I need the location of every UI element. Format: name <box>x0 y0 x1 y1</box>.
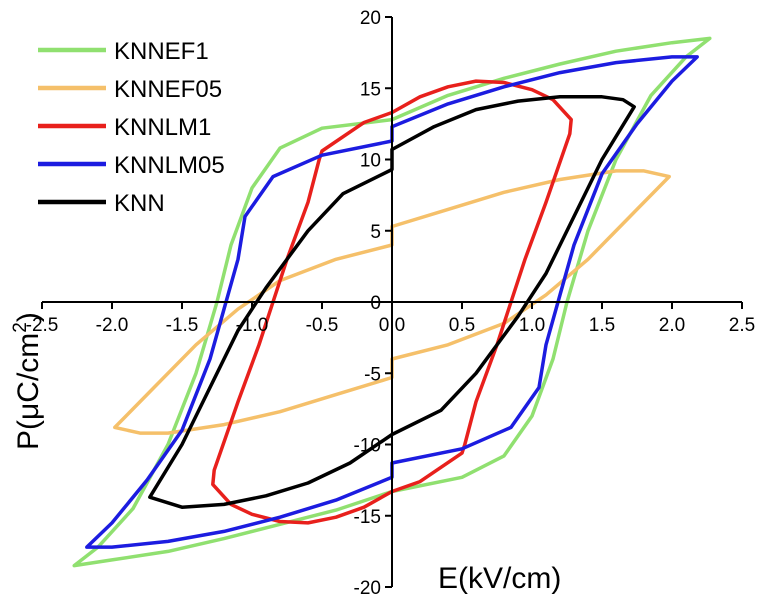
legend-label-knnef05: KNNEF05 <box>114 76 222 103</box>
legend: KNNEF1 KNNEF05 KNNLM1 KNNLM05 KNN <box>38 38 225 217</box>
x-tick-label: -1.0 <box>236 315 269 336</box>
y-axis-title-part-1: P( <box>12 420 45 450</box>
y-axis-title-part-5: ) <box>12 312 45 322</box>
axes-group: -2.5 -2.0 -1.5 -1.0 -0.5 0.0 0.5 1.0 1.5 2.0 2.5 -2… <box>26 8 756 599</box>
x-tick-label: 0.5 <box>449 315 475 336</box>
y-tick-label: 15 <box>360 79 381 100</box>
y-axis-title: P(μC/cm2) <box>10 312 45 450</box>
y-tick-label: 5 <box>370 222 381 243</box>
x-tick-label: 2.5 <box>729 315 755 336</box>
legend-label-knnlm05: KNNLM05 <box>114 152 225 179</box>
y-tick-label: -5 <box>364 364 381 385</box>
x-tick-label: 1.0 <box>519 315 545 336</box>
x-tick-label: -1.5 <box>166 315 199 336</box>
x-axis-title: E(kV/cm) <box>438 562 561 595</box>
y-tick-label: -20 <box>354 578 381 599</box>
x-tick-label: 0.0 <box>379 315 405 336</box>
y-axis-title-superscript: 2 <box>10 322 31 333</box>
x-tick-label: -0.5 <box>306 315 339 336</box>
y-axis-title-part-2: μ <box>12 403 45 420</box>
y-axis-title-part-3: C/cm <box>12 333 45 403</box>
x-tick-label: -2.0 <box>96 315 129 336</box>
x-tick-label: -2.5 <box>26 315 59 336</box>
legend-label-knnlm1: KNNLM1 <box>114 114 211 141</box>
legend-label-knnef1: KNNEF1 <box>114 38 209 65</box>
x-tick-label: 2.0 <box>659 315 685 336</box>
x-tick-label: 1.5 <box>589 315 615 336</box>
y-tick-label: 20 <box>360 8 381 29</box>
y-tick-label: -15 <box>354 507 381 528</box>
y-tick-label: -10 <box>354 436 381 457</box>
y-tick-label: 0 <box>370 293 381 314</box>
legend-label-knn: KNN <box>114 190 165 217</box>
y-tick-label: 10 <box>360 151 381 172</box>
